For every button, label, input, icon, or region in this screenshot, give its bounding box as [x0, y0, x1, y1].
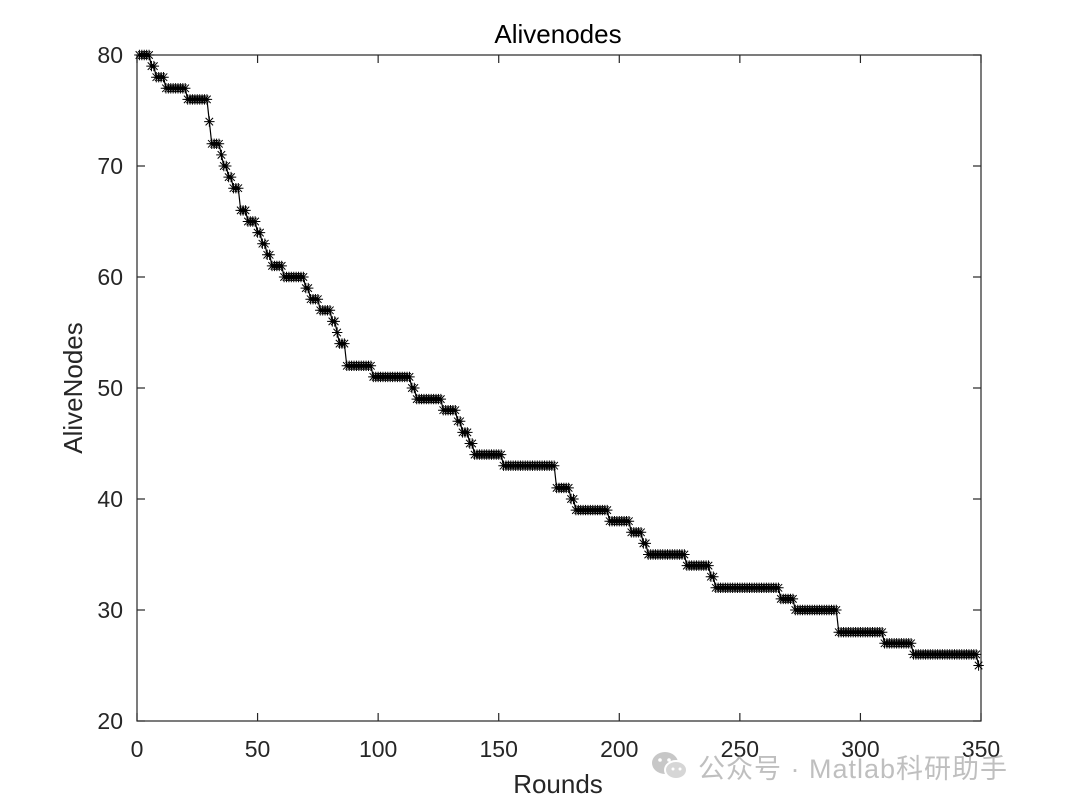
data-point-marker [623, 516, 635, 527]
x-tick-label: 100 [359, 736, 397, 762]
data-point-marker [435, 393, 447, 405]
x-tick-label: 150 [480, 736, 518, 762]
data-point-marker [221, 160, 232, 172]
x-tick-label: 0 [131, 736, 144, 762]
data-series [134, 49, 984, 671]
chart-title: Alivenodes [494, 19, 621, 49]
data-point-marker [233, 183, 244, 194]
data-point-marker [703, 560, 714, 571]
data-point-marker [143, 49, 155, 61]
data-point-marker [563, 482, 574, 494]
x-tick-label: 50 [245, 736, 271, 762]
data-point-marker [303, 282, 314, 294]
data-point-marker [466, 438, 478, 449]
data-point-marker [240, 205, 251, 216]
data-point-marker [264, 249, 275, 260]
watermark-text: 公众号 · Matlab科研助手 [698, 753, 1009, 784]
data-point-marker [876, 627, 888, 638]
watermark: 公众号 · Matlab科研助手 [650, 742, 1008, 790]
data-point-marker [640, 538, 652, 549]
data-point-marker [970, 649, 982, 660]
data-point-marker [548, 460, 560, 471]
data-point-marker [158, 72, 169, 83]
y-tick-label: 40 [97, 486, 123, 512]
x-tick-label: 300 [841, 736, 879, 762]
y-tick-label: 50 [97, 375, 123, 401]
data-point-marker [450, 405, 461, 416]
data-point-marker [905, 638, 917, 649]
y-tick-label: 60 [97, 264, 123, 290]
data-point-marker [298, 271, 309, 283]
data-point-marker [568, 493, 579, 505]
data-point-marker [331, 327, 343, 338]
data-point-marker [201, 94, 213, 105]
data-point-marker [404, 371, 415, 383]
data-point-marker [635, 527, 647, 538]
x-tick-label: 200 [600, 736, 638, 762]
y-tick-label: 80 [97, 42, 123, 68]
plot-frame [136, 54, 982, 722]
data-point-marker [495, 449, 507, 460]
x-tick-label: 250 [721, 736, 759, 762]
y-tick-label: 30 [97, 597, 123, 623]
series-line [139, 54, 980, 666]
data-point-marker [773, 582, 784, 593]
data-point-marker [602, 504, 613, 516]
data-point-marker [679, 549, 690, 560]
data-point-marker [216, 149, 227, 161]
data-point-marker [259, 238, 271, 249]
data-point-marker [831, 604, 842, 616]
data-point-marker [454, 416, 466, 427]
y-tick-label: 20 [97, 708, 123, 734]
data-point-marker [254, 227, 266, 238]
data-point-marker [462, 427, 473, 438]
data-point-marker [365, 360, 377, 371]
data-point-marker [973, 660, 984, 671]
data-point-marker [225, 171, 237, 183]
data-point-marker [180, 83, 191, 94]
wechat-icon [652, 752, 688, 780]
data-point-marker [708, 571, 719, 582]
data-point-marker [276, 260, 287, 272]
data-point-marker [204, 116, 215, 127]
data-point-marker [787, 593, 799, 605]
data-point-marker [213, 138, 225, 149]
data-point-marker [312, 294, 324, 305]
data-point-marker [249, 216, 261, 227]
data-point-marker [329, 316, 340, 327]
x-axis-label: Rounds [513, 769, 603, 799]
data-point-marker [324, 305, 336, 316]
data-point-marker [148, 60, 160, 72]
data-point-marker [339, 338, 350, 349]
x-tick-label: 350 [962, 736, 1000, 762]
y-axis-label: AliveNodes [58, 322, 88, 454]
axes: 0 50 100 150 200 250 300 350 20 30 40 50 60 70 80 [97, 42, 1000, 762]
y-tick-label: 70 [97, 153, 123, 179]
data-point-marker [409, 382, 420, 394]
